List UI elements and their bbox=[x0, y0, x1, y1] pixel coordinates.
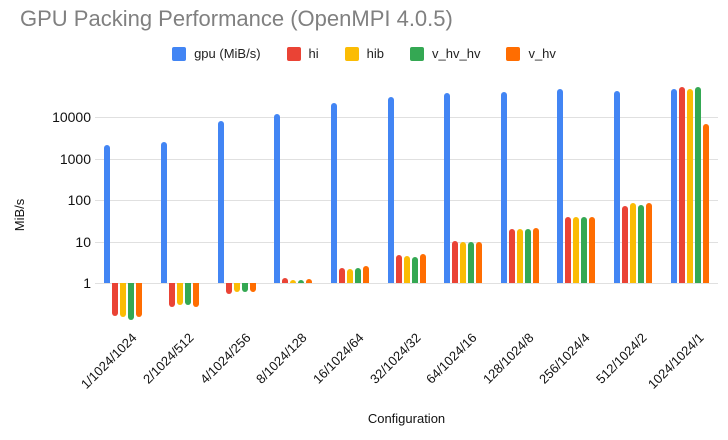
legend-item-gpu-mib-s-: gpu (MiB/s) bbox=[172, 46, 261, 61]
bar-v-hv-hv-1024/1024/1[interactable] bbox=[694, 86, 701, 283]
bar-hib-8/1024/128[interactable] bbox=[290, 279, 297, 283]
legend-item-hib: hib bbox=[344, 46, 385, 61]
bar-gpu-mib-s--4/1024/256[interactable] bbox=[217, 121, 224, 283]
legend-item-hi: hi bbox=[286, 46, 319, 61]
plot-area bbox=[95, 85, 718, 325]
bar-gpu-mib-s--32/1024/32[interactable] bbox=[387, 96, 394, 283]
legend-swatch-icon bbox=[506, 46, 521, 61]
bar-v-hv-hv-8/1024/128[interactable] bbox=[298, 279, 305, 283]
y-axis-title: MiB/s bbox=[12, 198, 27, 232]
bar-hib-512/1024/2[interactable] bbox=[630, 202, 637, 283]
bar-gpu-mib-s--256/1024/4[interactable] bbox=[557, 89, 564, 283]
bar-hib-4/1024/256[interactable] bbox=[233, 283, 240, 293]
bar-v-hv-hv-64/1024/16[interactable] bbox=[468, 241, 475, 283]
gridline-1000 bbox=[95, 158, 718, 160]
bar-v-hv-1/1024/1024[interactable] bbox=[136, 283, 143, 318]
bar-v-hv-hv-512/1024/2[interactable] bbox=[638, 205, 645, 283]
legend-item-v-hv: v_hv bbox=[506, 46, 556, 61]
bar-v-hv-hv-16/1024/64[interactable] bbox=[354, 267, 361, 283]
bar-hib-1/1024/1024[interactable] bbox=[120, 283, 127, 318]
bar-gpu-mib-s--64/1024/16[interactable] bbox=[444, 92, 451, 283]
bar-v-hv-4/1024/256[interactable] bbox=[249, 283, 256, 293]
bar-v-hv-hv-2/1024/512[interactable] bbox=[184, 283, 191, 305]
legend-label: v_hv bbox=[528, 46, 556, 61]
y-tick-label-1: 1 bbox=[83, 275, 91, 291]
y-tick-label-10000: 10000 bbox=[52, 109, 91, 125]
bar-v-hv-hv-1/1024/1024[interactable] bbox=[128, 283, 135, 320]
bar-hib-16/1024/64[interactable] bbox=[346, 268, 353, 283]
bar-hi-256/1024/4[interactable] bbox=[565, 217, 572, 283]
bar-hib-256/1024/4[interactable] bbox=[573, 216, 580, 283]
y-tick-label-1000: 1000 bbox=[59, 150, 91, 167]
gridline-100 bbox=[95, 200, 718, 201]
bar-v-hv-256/1024/4[interactable] bbox=[589, 216, 596, 283]
bar-v-hv-hv-128/1024/8[interactable] bbox=[524, 229, 531, 283]
bar-gpu-mib-s--2/1024/512[interactable] bbox=[160, 141, 167, 283]
bar-v-hv-64/1024/16[interactable] bbox=[476, 241, 483, 283]
bar-v-hv-512/1024/2[interactable] bbox=[646, 202, 653, 283]
gridline-10000 bbox=[95, 117, 718, 118]
bar-hib-128/1024/8[interactable] bbox=[516, 229, 523, 283]
bar-v-hv-128/1024/8[interactable] bbox=[532, 228, 539, 283]
legend-swatch-icon bbox=[286, 46, 301, 61]
bar-gpu-mib-s--1/1024/1024[interactable] bbox=[104, 145, 111, 283]
legend-swatch-icon bbox=[344, 46, 359, 61]
bar-gpu-mib-s--128/1024/8[interactable] bbox=[500, 91, 507, 283]
bar-v-hv-hv-4/1024/256[interactable] bbox=[241, 283, 248, 293]
legend-label: hi bbox=[308, 46, 319, 61]
bar-hi-2/1024/512[interactable] bbox=[168, 283, 175, 307]
legend-label: v_hv_hv bbox=[432, 46, 481, 61]
legend-label: gpu (MiB/s) bbox=[194, 46, 261, 61]
bar-hi-4/1024/256[interactable] bbox=[225, 283, 232, 294]
bar-gpu-mib-s--512/1024/2[interactable] bbox=[614, 90, 621, 283]
bar-hi-16/1024/64[interactable] bbox=[338, 267, 345, 283]
bar-hi-64/1024/16[interactable] bbox=[452, 240, 459, 283]
bar-hi-1/1024/1024[interactable] bbox=[112, 283, 119, 317]
gridline-10 bbox=[95, 241, 718, 243]
legend-item-v-hv-hv: v_hv_hv bbox=[410, 46, 480, 61]
bar-hi-32/1024/32[interactable] bbox=[395, 255, 402, 283]
bar-v-hv-16/1024/64[interactable] bbox=[362, 265, 369, 283]
x-axis-title: Configuration bbox=[367, 411, 446, 426]
bar-hib-64/1024/16[interactable] bbox=[460, 242, 467, 283]
bar-hib-32/1024/32[interactable] bbox=[403, 255, 410, 283]
legend: gpu (MiB/s) hi hib v_hv_hv v_hv bbox=[0, 46, 728, 61]
bar-v-hv-hv-32/1024/32[interactable] bbox=[411, 256, 418, 283]
bar-v-hv-hv-256/1024/4[interactable] bbox=[581, 216, 588, 283]
y-tick-label-10: 10 bbox=[75, 233, 91, 250]
y-tick-label-100: 100 bbox=[67, 192, 91, 208]
bar-v-hv-2/1024/512[interactable] bbox=[192, 283, 199, 307]
legend-swatch-icon bbox=[172, 46, 187, 61]
legend-label: hib bbox=[366, 46, 385, 61]
bar-hi-1024/1024/1[interactable] bbox=[678, 87, 685, 283]
bar-gpu-mib-s--8/1024/128[interactable] bbox=[274, 113, 281, 283]
bar-hib-1024/1024/1[interactable] bbox=[686, 89, 693, 283]
bar-hi-512/1024/2[interactable] bbox=[622, 205, 629, 283]
legend-swatch-icon bbox=[410, 46, 425, 61]
chart-title: GPU Packing Performance (OpenMPI 4.0.5) bbox=[20, 6, 453, 31]
bar-v-hv-8/1024/128[interactable] bbox=[306, 278, 313, 283]
bar-gpu-mib-s--1024/1024/1[interactable] bbox=[670, 88, 677, 283]
gridline-1 bbox=[95, 283, 718, 284]
bar-v-hv-1024/1024/1[interactable] bbox=[702, 124, 709, 283]
bar-v-hv-32/1024/32[interactable] bbox=[419, 253, 426, 283]
bar-hi-128/1024/8[interactable] bbox=[508, 229, 515, 283]
bar-hib-2/1024/512[interactable] bbox=[176, 283, 183, 306]
bar-hi-8/1024/128[interactable] bbox=[282, 278, 289, 283]
bar-gpu-mib-s--16/1024/64[interactable] bbox=[330, 102, 337, 283]
